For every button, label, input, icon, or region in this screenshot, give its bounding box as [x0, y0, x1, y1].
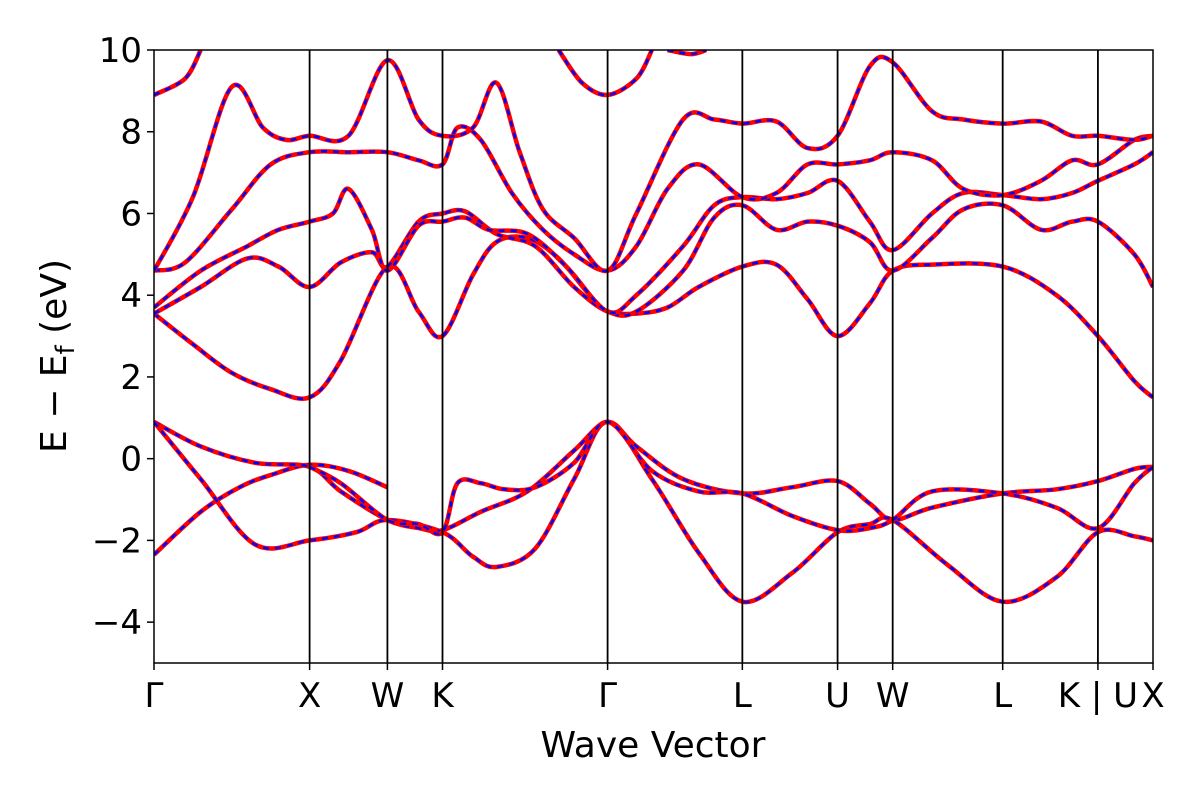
x-tick-label: K | U [1058, 676, 1138, 716]
band-6-dashed-line [154, 202, 1153, 317]
band-3-dashed-line [154, 420, 1153, 604]
x-tick-label: L [993, 676, 1012, 716]
x-tick-label: Γ [598, 676, 617, 716]
band-9-dashed-line [154, 55, 1153, 273]
y-tick-label: 10 [99, 31, 142, 71]
y-tick-label: 6 [120, 194, 142, 234]
y-axis-ticks: −4 −2 0 2 4 6 8 10 [92, 31, 154, 643]
x-axis-label: Wave Vector [541, 725, 766, 766]
band-8-dashed-line [154, 125, 1153, 272]
x-tick-label: K [431, 676, 455, 716]
x-tick-label: Γ [145, 676, 164, 716]
y-tick-label: 8 [120, 113, 142, 153]
band-11-dashed-line [557, 50, 654, 97]
band-1-solid-line [154, 462, 389, 557]
x-tick-label: W [876, 676, 910, 716]
y-axis-label: E − Ef (eV) [34, 259, 81, 453]
y-tick-label: 4 [120, 276, 142, 316]
band-10-solid-line [154, 50, 203, 98]
y-tick-label: −4 [92, 603, 142, 643]
band-4-dashed-line [309, 420, 1153, 536]
band-12-dashed-line [667, 50, 707, 56]
y-tick-label: 2 [120, 358, 142, 398]
x-tick-label: L [733, 676, 752, 716]
y-tick-label: 0 [120, 440, 142, 480]
x-tick-label: U [825, 676, 850, 716]
x-tick-label: W [371, 676, 405, 716]
x-tick-label: X [1141, 676, 1164, 716]
band-4-solid-line [308, 419, 1153, 537]
x-tick-label: X [298, 676, 321, 716]
high-symmetry-lines [308, 50, 1099, 663]
plot-frame [153, 49, 1154, 664]
band-1-dashed-line [154, 463, 388, 556]
band-10-dashed-line [154, 50, 202, 97]
y-tick-label: −2 [92, 521, 142, 561]
